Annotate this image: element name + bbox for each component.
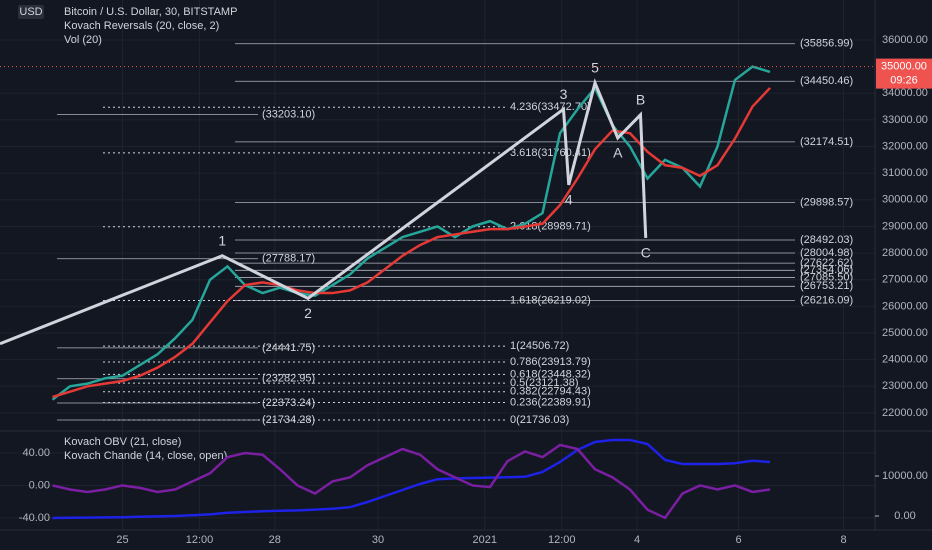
wave-label: B	[636, 92, 645, 108]
wave-label: 1	[218, 232, 226, 248]
y-tick-label: 31000.00	[882, 167, 928, 179]
level-label: (28492.03)	[800, 234, 853, 246]
x-tick-label: 30	[372, 534, 384, 546]
y-tick-label: 36000.00	[882, 34, 928, 46]
y-tick-label: -40.00	[19, 512, 50, 524]
y-tick-label: 28000.00	[882, 247, 928, 259]
countdown: 09:26	[890, 75, 918, 87]
wave-line	[0, 78, 648, 346]
series-line	[52, 443, 771, 520]
wave-label: C	[641, 245, 651, 261]
fib-label: 0.618(23448.32)	[510, 368, 591, 380]
level-label: (27622.62)	[800, 257, 853, 269]
y-tick-label: 25000.00	[882, 327, 928, 339]
x-tick-label: 4	[634, 534, 640, 546]
y-tick-label: 24000.00	[882, 354, 928, 366]
level-label: (27085.50)	[800, 271, 853, 283]
indicator: Vol (20)	[64, 34, 102, 46]
y-tick-label: 30000.00	[882, 194, 928, 206]
fib-label: 3.618(31760.41)	[510, 147, 591, 159]
wave-label: 4	[565, 192, 573, 208]
y-tick-label: 26000.00	[882, 300, 928, 312]
level-label: (34450.46)	[800, 75, 853, 87]
level-label: (26216.09)	[800, 295, 853, 307]
x-tick-label: 8	[840, 534, 846, 546]
wave-label: 2	[304, 305, 312, 321]
indicator: Kovach OBV (21, close)	[64, 436, 181, 448]
currency-badge[interactable]	[18, 5, 44, 19]
y-tick-label: 27000.00	[882, 274, 928, 286]
chart-title: Bitcoin / U.S. Dollar, 30, BITSTAMP	[64, 6, 237, 18]
y-tick-label: 40.00	[22, 447, 50, 459]
fib-label: 1.618(26219.02)	[510, 294, 591, 306]
left-level-label: (27788.17)	[262, 253, 315, 265]
y-tick-label: 32000.00	[882, 140, 928, 152]
fib-label: 2.618(28989.71)	[510, 221, 591, 233]
fib-label: 0.382(22794.43)	[510, 386, 591, 398]
y-tick-label: 23000.00	[882, 380, 928, 392]
series-line	[52, 438, 771, 520]
fib-label: 0.236(22389.91)	[510, 396, 591, 408]
currency: USD	[19, 6, 42, 18]
wave-label: A	[613, 145, 623, 161]
x-tick-label: 12:00	[548, 534, 576, 546]
indicator: Kovach Reversals (20, close, 2)	[64, 20, 219, 32]
level-label: (32174.51)	[800, 136, 853, 148]
wave-label: 3	[560, 86, 568, 102]
price-tag	[876, 58, 932, 89]
x-tick-label: 12:00	[186, 534, 214, 546]
level-label: (27354.06)	[800, 264, 853, 276]
level-label: (35856.99)	[800, 38, 853, 50]
y2-tick-label: 10000.00	[882, 470, 928, 482]
fib-label: 0(21736.03)	[510, 414, 569, 426]
fib-label: 1(24506.72)	[510, 340, 569, 352]
left-level-label: (33203.10)	[262, 108, 315, 120]
left-level-label: (24441.75)	[262, 342, 315, 354]
level-label: (26753.21)	[800, 280, 853, 292]
level-label: (28004.98)	[800, 247, 853, 259]
level-label: (29898.57)	[800, 196, 853, 208]
y-tick-label: 22000.00	[882, 407, 928, 419]
series-line	[52, 87, 771, 399]
last-price: 35000.00	[881, 61, 927, 73]
series-line	[51, 65, 771, 401]
wave-label: 5	[591, 60, 599, 76]
y2-tick-label: 0.00	[894, 510, 915, 522]
y-tick-label: 34000.00	[882, 87, 928, 99]
left-level-label: (21734.28)	[262, 414, 315, 426]
left-level-label: (23282.95)	[262, 373, 315, 385]
y-tick-label: 29000.00	[882, 220, 928, 232]
x-tick-label: 2021	[473, 534, 497, 546]
x-tick-label: 25	[116, 534, 128, 546]
left-level-label: (22373.24)	[262, 397, 315, 409]
fib-label: 0.5(23121.38)	[510, 377, 579, 389]
indicator: Kovach Chande (14, close, open)	[64, 450, 227, 462]
y-tick-label: 0.00	[29, 479, 50, 491]
x-tick-label: 6	[735, 534, 741, 546]
y-tick-label: 33000.00	[882, 114, 928, 126]
fib-label: 4.236(33472.70)	[510, 101, 591, 113]
fib-label: 0.786(23913.79)	[510, 356, 591, 368]
x-tick-label: 28	[269, 534, 281, 546]
